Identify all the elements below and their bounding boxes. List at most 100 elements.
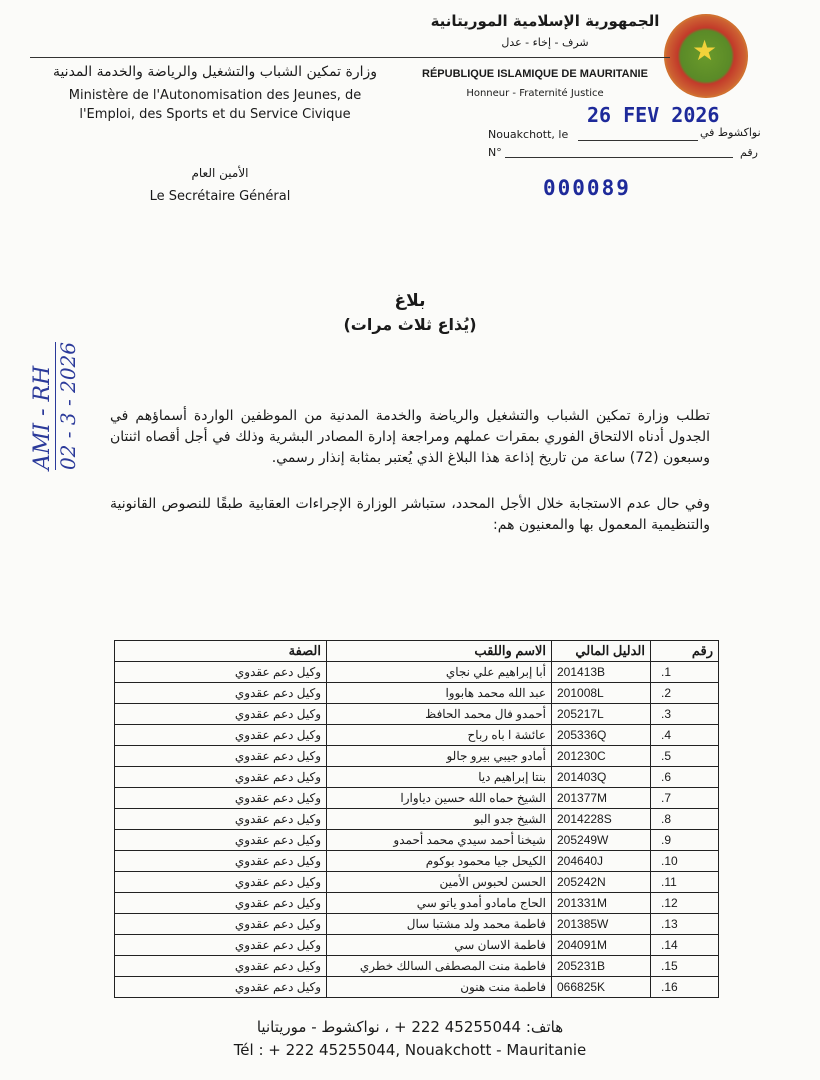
col-code: الدليل المالي (551, 640, 651, 662)
table-row: 6. 201403Q بنتا إبراهيم ديا وكيل دعم عقدوي (114, 766, 719, 788)
code-cell: 205249W (551, 829, 651, 851)
ministry-ar: وزارة تمكين الشباب والتشغيل والرياضة وال… (52, 64, 378, 80)
role-cell: وكيل دعم عقدوي (114, 892, 327, 914)
table-row: 10. 204640J الكيحل جيا محمود بوكوم وكيل دعم… (114, 850, 719, 872)
table-row: 16. 066825K فاطمة منت هنون وكيل دعم عقدوي (114, 976, 719, 998)
number-line (505, 157, 733, 158)
role-cell: وكيل دعم عقدوي (114, 934, 327, 956)
rank-cell: 14. (650, 934, 719, 956)
place-fr: Nouakchott, le (488, 128, 569, 141)
code-cell: 201230C (551, 745, 651, 767)
code-cell: 205336Q (551, 724, 651, 746)
name-cell: شيخنا أحمد سيدي محمد أحمدو (326, 829, 552, 851)
name-cell: أحمدو فال محمد الحافظ (326, 703, 552, 725)
doc-title: بلاغ (394, 291, 426, 311)
place-ar: نواكشوط في (700, 126, 761, 139)
number-ar: رقم (740, 146, 758, 159)
code-cell: 205231B (551, 955, 651, 977)
name-cell: أبا إبراهيم علي نجاي (326, 661, 552, 683)
table-row: 8. 2014228S الشيخ جدو البو وكيل دعم عقدوي (114, 808, 719, 830)
table-row: 14. 204091M فاطمة الاسان سي وكيل دعم عقدوي (114, 934, 719, 956)
secretary-fr: Le Secrétaire Général (149, 189, 291, 204)
role-cell: وكيل دعم عقدوي (114, 808, 327, 830)
name-cell: الحاج مامادو أمدو ياتو سي (326, 892, 552, 914)
name-cell: فاطمة محمد ولد مشتبا سال (326, 913, 552, 935)
secretary-ar: الأمين العام (191, 166, 249, 180)
table-row: 2. 201008L عبد الله محمد هابووا وكيل دعم عق… (114, 682, 719, 704)
code-cell: 204091M (551, 934, 651, 956)
role-cell: وكيل دعم عقدوي (114, 976, 327, 998)
paragraph-2: وفي حال عدم الاستجابة خلال الأجل المحدد،… (110, 496, 710, 533)
role-cell: وكيل دعم عقدوي (114, 850, 327, 872)
table-row: 9. 205249W شيخنا أحمد سيدي محمد أحمدو وكيل … (114, 829, 719, 851)
handwritten-line-1: AMI - RH (30, 341, 56, 470)
table-row: 13. 201385W فاطمة محمد ولد مشتبا سال وكيل د… (114, 913, 719, 935)
date-stamp: 26 FEV 2026 (587, 103, 720, 127)
code-cell: 201385W (551, 913, 651, 935)
table-row: 3. 205217L أحمدو فال محمد الحافظ وكيل دعم ع… (114, 703, 719, 725)
table-row: 15. 205231B فاطمة منت المصطفى السالك خطري و… (114, 955, 719, 977)
rank-cell: 8. (650, 808, 719, 830)
name-cell: أمادو جيبي بيرو جالو (326, 745, 552, 767)
code-cell: 201413B (551, 661, 651, 683)
rank-cell: 2. (650, 682, 719, 704)
name-cell: عائشة ا باه رباح (326, 724, 552, 746)
role-cell: وكيل دعم عقدوي (114, 661, 327, 683)
ministry-fr-2: l'Emploi, des Sports et du Service Civiq… (79, 107, 351, 122)
handwritten-annotation: AMI - RH 02 - 3 - 2026 (30, 341, 80, 470)
code-cell: 205242N (551, 871, 651, 893)
role-cell: وكيل دعم عقدوي (114, 703, 327, 725)
paragraph-1: تطلب وزارة تمكين الشباب والتشغيل والرياض… (110, 408, 710, 466)
handwritten-line-2: 02 - 3 - 2026 (56, 341, 80, 470)
rank-cell: 10. (650, 850, 719, 872)
table-row: 4. 205336Q عائشة ا باه رباح وكيل دعم عقدوي (114, 724, 719, 746)
col-rank: رقم (650, 640, 719, 662)
role-cell: وكيل دعم عقدوي (114, 955, 327, 977)
rank-cell: 11. (650, 871, 719, 893)
rank-cell: 9. (650, 829, 719, 851)
motto-fr: Honneur - Fraternité Justice (466, 88, 604, 99)
table-row: 7. 201377M الشيخ حماه الله حسين دياوارا وكي… (114, 787, 719, 809)
national-seal: ★ (664, 14, 748, 98)
date-line (578, 140, 698, 141)
col-name: الاسم واللقب (326, 640, 552, 662)
role-cell: وكيل دعم عقدوي (114, 766, 327, 788)
table-header-row: رقم الدليل المالي الاسم واللقب الصفة (114, 640, 719, 662)
rank-cell: 7. (650, 787, 719, 809)
role-cell: وكيل دعم عقدوي (114, 745, 327, 767)
role-cell: وكيل دعم عقدوي (114, 724, 327, 746)
rank-cell: 12. (650, 892, 719, 914)
rank-cell: 6. (650, 766, 719, 788)
name-cell: فاطمة الاسان سي (326, 934, 552, 956)
name-cell: عبد الله محمد هابووا (326, 682, 552, 704)
name-cell: الشيخ حماه الله حسين دياوارا (326, 787, 552, 809)
rank-cell: 1. (650, 661, 719, 683)
code-cell: 201008L (551, 682, 651, 704)
ministry-fr-1: Ministère de l'Autonomisation des Jeunes… (68, 88, 362, 103)
table-row: 5. 201230C أمادو جيبي بيرو جالو وكيل دعم عق… (114, 745, 719, 767)
code-cell: 201331M (551, 892, 651, 914)
table-row: 12. 201331M الحاج مامادو أمدو ياتو سي وكيل … (114, 892, 719, 914)
number-fr: N° (488, 146, 502, 159)
name-cell: فاطمة منت المصطفى السالك خطري (326, 955, 552, 977)
rank-cell: 16. (650, 976, 719, 998)
star-icon: ★ (692, 34, 718, 67)
doc-subtitle: (يُذاع ثلاث مرات) (343, 315, 477, 334)
rank-cell: 13. (650, 913, 719, 935)
motto-ar: شرف - إخاء - عدل (501, 36, 589, 49)
code-cell: 201403Q (551, 766, 651, 788)
name-cell: بنتا إبراهيم ديا (326, 766, 552, 788)
rank-cell: 5. (650, 745, 719, 767)
header-divider (30, 57, 670, 58)
name-cell: الشيخ جدو البو (326, 808, 552, 830)
role-cell: وكيل دعم عقدوي (114, 913, 327, 935)
rank-cell: 15. (650, 955, 719, 977)
code-cell: 201377M (551, 787, 651, 809)
number-stamp: 000089 (543, 176, 631, 200)
col-role: الصفة (114, 640, 327, 662)
code-cell: 2014228S (551, 808, 651, 830)
role-cell: وكيل دعم عقدوي (114, 787, 327, 809)
table-row: 1. 201413B أبا إبراهيم علي نجاي وكيل دعم عق… (114, 661, 719, 683)
role-cell: وكيل دعم عقدوي (114, 829, 327, 851)
footer-ar: هاتف: 45255044 222 + ، نواكشوط - موريتان… (256, 1018, 564, 1036)
